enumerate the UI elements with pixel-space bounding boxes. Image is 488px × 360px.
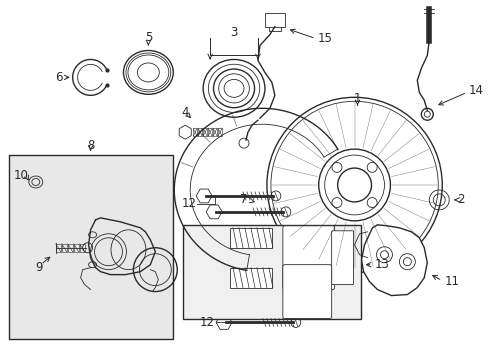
Text: 3: 3 [230,26,237,39]
FancyBboxPatch shape [331,231,353,285]
Text: 15: 15 [317,32,332,45]
FancyBboxPatch shape [229,268,271,288]
Text: 14: 14 [468,84,483,97]
Bar [9,155,173,339]
Text: 13: 13 [374,258,388,271]
Text: 9: 9 [35,261,42,274]
Text: 2: 2 [456,193,464,206]
Text: 10: 10 [13,168,28,181]
Text: 4: 4 [181,106,188,119]
Text: 7: 7 [240,193,247,206]
Text: 8: 8 [87,139,94,152]
FancyBboxPatch shape [229,228,271,248]
FancyBboxPatch shape [282,226,334,289]
Polygon shape [361,225,427,296]
Text: 12: 12 [181,197,196,210]
Bar [264,13,285,27]
Text: 6: 6 [55,71,62,84]
Bar [183,225,360,319]
Text: 5: 5 [144,31,152,44]
Text: 11: 11 [443,275,458,288]
Text: 12: 12 [200,316,215,329]
Text: 1: 1 [353,92,361,105]
FancyBboxPatch shape [282,265,331,319]
